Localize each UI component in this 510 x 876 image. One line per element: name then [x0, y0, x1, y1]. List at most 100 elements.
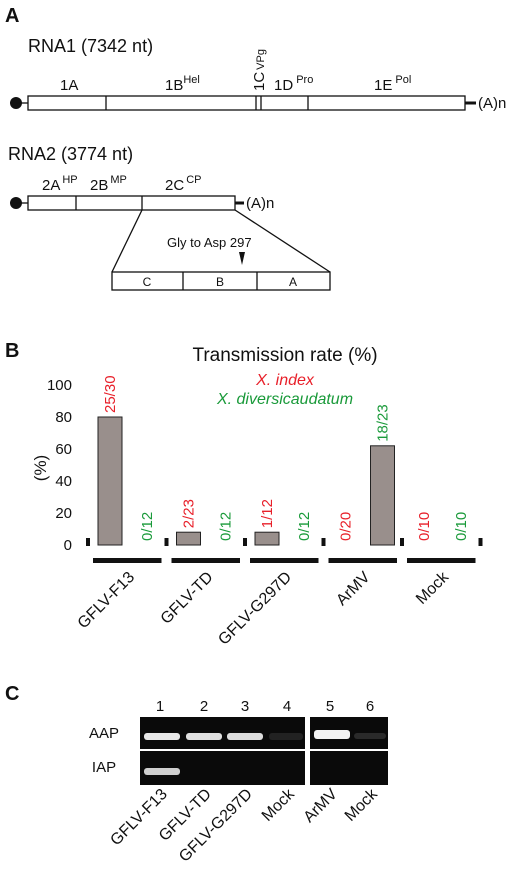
value-label: 1/12	[259, 499, 276, 528]
y-tick-label: 60	[55, 441, 72, 458]
segment-sup: MP	[110, 174, 127, 186]
domain-label: C	[143, 275, 152, 289]
mutation-arrow	[239, 252, 245, 265]
group-bar	[328, 558, 397, 563]
segment-label: 1D Pro	[274, 74, 313, 94]
bar-chart: B Transmission rate (%) (%) 0 20 40 60 80 100…	[5, 340, 483, 649]
x-tick-label: ArMV	[333, 569, 374, 610]
band	[314, 730, 350, 739]
segment-name: 1C	[251, 72, 268, 91]
sample-label: Mock	[342, 785, 382, 825]
group-bar	[250, 558, 319, 563]
value-label: 0/10	[416, 512, 433, 541]
baseline-mark	[321, 538, 326, 546]
segment-label: 2C CP	[165, 174, 201, 194]
panel-label: C	[5, 683, 19, 705]
value-label: 0/12	[218, 512, 235, 541]
segment-label: 2A HP	[42, 174, 78, 194]
segment-name: 1B	[165, 77, 183, 94]
value-label: 2/23	[181, 499, 198, 528]
value-label: 0/12	[296, 512, 313, 541]
segment-name: 2A	[42, 177, 60, 194]
x-tick-label: GFLV-TD	[158, 569, 217, 628]
domain-label: B	[216, 275, 224, 289]
lane-number: 6	[366, 698, 374, 715]
x-tick-label: GFLV-G297D	[215, 569, 295, 649]
sample-label: GFLV-G297D	[176, 786, 256, 866]
segment-label: 1E Pol	[374, 74, 411, 94]
panel-label: B	[5, 340, 19, 362]
band	[186, 733, 222, 740]
zoom-line	[111, 209, 143, 273]
band	[269, 733, 303, 740]
baseline-mark	[400, 538, 404, 546]
segment-name: 2C	[165, 177, 184, 194]
bar	[254, 531, 280, 546]
baseline-mark	[86, 538, 90, 546]
y-tick-label: 80	[55, 409, 72, 426]
mutation-label: Gly to Asp 297	[167, 235, 252, 250]
segment-sup: Hel	[183, 74, 200, 86]
rna1-bar	[27, 95, 466, 111]
sample-label: Mock	[259, 785, 299, 825]
x-tick-label: GFLV-F13	[75, 569, 138, 632]
baseline-mark	[243, 538, 247, 546]
segment-name: 1E	[374, 77, 392, 94]
value-label: 25/30	[102, 375, 119, 413]
zoom-line	[234, 209, 331, 273]
segment-name: 2B	[90, 177, 108, 194]
sample-label: GFLV-F13	[107, 786, 170, 849]
lane-number: 5	[326, 698, 334, 715]
panel-label: A	[5, 5, 19, 27]
rna2-bar	[27, 195, 236, 211]
tail-label: (A)n	[478, 95, 506, 112]
domain-box	[111, 271, 331, 291]
group-bar	[93, 558, 162, 563]
gel	[310, 751, 388, 785]
band	[354, 733, 386, 739]
group-bar	[171, 558, 240, 563]
rna2-title: RNA2 (3774 nt)	[8, 144, 133, 164]
y-tick-label: 100	[47, 377, 72, 394]
row-label: IAP	[92, 759, 116, 776]
band	[227, 733, 263, 740]
lane-number: 4	[283, 698, 291, 715]
bar	[176, 531, 201, 546]
y-tick-label: 40	[55, 473, 72, 490]
legend-entry: X. diversicaudatum	[216, 391, 353, 408]
domain-label: A	[289, 275, 297, 289]
baseline-mark	[164, 538, 169, 546]
segment-sup: CP	[186, 174, 201, 186]
row-label: AAP	[89, 725, 119, 742]
value-label: 18/23	[375, 404, 392, 442]
band	[144, 733, 180, 740]
tail-label: (A)n	[246, 195, 274, 212]
segment-sup: Pol	[395, 74, 411, 86]
lane-number: 3	[241, 698, 249, 715]
band	[144, 768, 180, 775]
x-tick-label: Mock	[413, 568, 453, 608]
y-tick-label: 0	[64, 537, 72, 554]
y-axis-label: (%)	[31, 455, 50, 481]
segment-name: 1D	[274, 77, 293, 94]
lane-number: 1	[156, 698, 164, 715]
value-label: 0/12	[139, 512, 156, 541]
rna1-title: RNA1 (7342 nt)	[28, 36, 153, 56]
baseline-mark	[478, 538, 483, 546]
chart-title: Transmission rate (%)	[192, 345, 377, 366]
segment-label: 1C VPg	[251, 49, 268, 91]
segment-sup: VPg	[255, 49, 267, 70]
bar	[370, 445, 395, 546]
segment-label: 2B MP	[90, 174, 127, 194]
value-label: 0/20	[338, 512, 355, 541]
segment-label: 1A	[60, 77, 78, 94]
segment-sup: HP	[62, 174, 77, 186]
bar	[97, 416, 123, 546]
y-tick-label: 20	[55, 505, 72, 522]
group-bar	[407, 558, 476, 563]
segment-sup: Pro	[296, 74, 313, 86]
value-label: 0/10	[453, 512, 470, 541]
segment-label: 1BHel	[165, 74, 200, 94]
sample-label: ArMV	[301, 786, 342, 827]
